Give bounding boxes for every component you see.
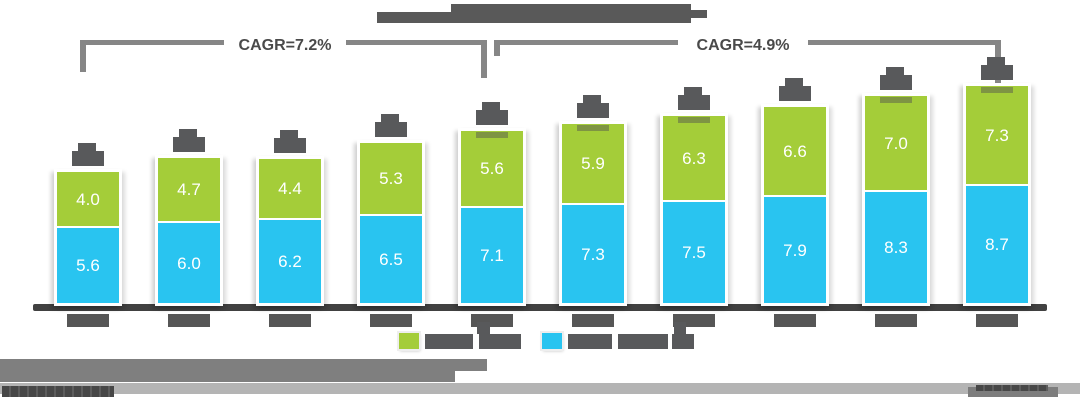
legend-label-redaction (672, 334, 694, 349)
bar-group-6: 5.9 7.3 (559, 121, 627, 306)
footnote-redaction (0, 371, 455, 382)
cagr-label-left: CAGR=7.2% (224, 30, 346, 61)
label-remnant-redaction (981, 87, 1013, 93)
bar-group-5: 5.6 7.1 (458, 128, 526, 306)
bracket-end (80, 40, 86, 72)
bar-group-3: 4.4 6.2 (256, 156, 324, 306)
legend-label-redaction (618, 334, 668, 349)
bar-total-label-redacted (375, 122, 407, 137)
bar-segment-top: 6.6 (764, 107, 826, 195)
copyright-text-redacted (2, 386, 114, 397)
bar-total-label-redacted (274, 138, 306, 153)
x-tick-label-redacted (168, 314, 210, 327)
bar-group-10: 7.3 8.7 (963, 83, 1031, 306)
bar-total-label-redacted (678, 95, 710, 110)
bar-value-label-bottom: 7.5 (682, 244, 706, 261)
bracket-end (494, 40, 500, 56)
legend-swatch-bottom-series (542, 333, 562, 349)
label-remnant-redaction (577, 125, 609, 131)
bar-group-2: 4.7 6.0 (155, 155, 223, 306)
chart: CAGR=7.2% CAGR=4.9% 4.0 5.6 4.7 6.0 4.4 6.2 5.… (0, 0, 1080, 402)
label-remnant-redaction (678, 117, 710, 123)
legend-label-redaction (479, 334, 521, 349)
bar-segment-top: 6.3 (663, 116, 725, 200)
bar-group-4: 5.3 6.5 (357, 140, 425, 306)
legend-label-redaction (568, 334, 612, 349)
bar-segment-bottom: 8.7 (966, 186, 1028, 303)
bar-value-label-top: 5.9 (581, 155, 605, 172)
bar-total-label-redacted (880, 75, 912, 90)
footer-band (0, 383, 1080, 394)
bar-value-label-bottom: 6.5 (379, 251, 403, 268)
bar-value-label-bottom: 7.3 (581, 246, 605, 263)
bar-value-label-top: 7.3 (985, 127, 1009, 144)
bar-segment-bottom: 6.2 (259, 220, 321, 303)
title-redaction-block (451, 4, 691, 23)
bar-value-label-bottom: 6.0 (177, 255, 201, 272)
bar-value-label-bottom: 8.3 (884, 239, 908, 256)
title-redaction-block (377, 12, 451, 23)
bar-segment-bottom: 7.3 (562, 205, 624, 303)
bar-segment-bottom: 5.6 (57, 228, 119, 303)
bar-value-label-top: 4.0 (76, 191, 100, 208)
x-tick-label-redacted (67, 314, 109, 327)
bar-segment-top: 4.4 (259, 159, 321, 218)
bar-value-label-top: 6.3 (682, 150, 706, 167)
legend-swatch-top-series (399, 333, 419, 349)
bar-group-7: 6.3 7.5 (660, 113, 728, 306)
watermark-text-redacted (976, 385, 1048, 391)
bar-group-1: 4.0 5.6 (54, 169, 122, 306)
legend-label-redaction (674, 322, 686, 334)
bar-value-label-bottom: 5.6 (76, 257, 100, 274)
bar-total-label-redacted (72, 151, 104, 166)
bar-total-label-redacted (173, 137, 205, 152)
bar-segment-top: 4.0 (57, 172, 119, 226)
bar-segment-top: 7.3 (966, 86, 1028, 184)
bar-segment-top: 5.3 (360, 143, 422, 214)
x-tick-label-redacted (370, 314, 412, 327)
bar-value-label-bottom: 6.2 (278, 253, 302, 270)
label-remnant-redaction (476, 132, 508, 138)
bar-segment-top: 7.0 (865, 96, 927, 190)
bar-segment-bottom: 7.9 (764, 197, 826, 303)
bar-value-label-top: 6.6 (783, 143, 807, 160)
bar-total-label-redacted (779, 86, 811, 101)
bar-segment-bottom: 6.0 (158, 223, 220, 303)
footnote-redaction (0, 359, 487, 371)
legend-label-redaction (425, 334, 473, 349)
bar-group-9: 7.0 8.3 (862, 93, 930, 306)
title-redaction-block (691, 10, 707, 18)
bar-value-label-bottom: 7.1 (480, 247, 504, 264)
x-tick-label-redacted (774, 314, 816, 327)
x-tick-label-redacted (875, 314, 917, 327)
bar-value-label-top: 5.3 (379, 170, 403, 187)
legend-label-redaction (477, 322, 490, 334)
bracket-end (481, 40, 487, 78)
bar-segment-bottom: 6.5 (360, 216, 422, 303)
bar-value-label-top: 5.6 (480, 160, 504, 177)
bar-value-label-top: 7.0 (884, 135, 908, 152)
bar-group-8: 6.6 7.9 (761, 104, 829, 306)
bar-segment-bottom: 7.1 (461, 208, 523, 303)
x-tick-label-redacted (976, 314, 1018, 327)
bar-segment-top: 4.7 (158, 158, 220, 221)
bar-total-label-redacted (577, 103, 609, 118)
bar-segment-top: 5.9 (562, 124, 624, 203)
label-remnant-redaction (880, 97, 912, 103)
cagr-label-right: CAGR=4.9% (678, 30, 808, 61)
bar-value-label-top: 4.7 (177, 181, 201, 198)
bar-total-label-redacted (476, 110, 508, 125)
bar-segment-top: 5.6 (461, 131, 523, 206)
bar-value-label-bottom: 7.9 (783, 242, 807, 259)
x-tick-label-redacted (572, 314, 614, 327)
x-tick-label-redacted (269, 314, 311, 327)
bar-segment-bottom: 7.5 (663, 202, 725, 303)
bar-value-label-bottom: 8.7 (985, 236, 1009, 253)
bar-total-label-redacted (981, 65, 1013, 80)
bar-value-label-top: 4.4 (278, 180, 302, 197)
bar-segment-bottom: 8.3 (865, 192, 927, 303)
